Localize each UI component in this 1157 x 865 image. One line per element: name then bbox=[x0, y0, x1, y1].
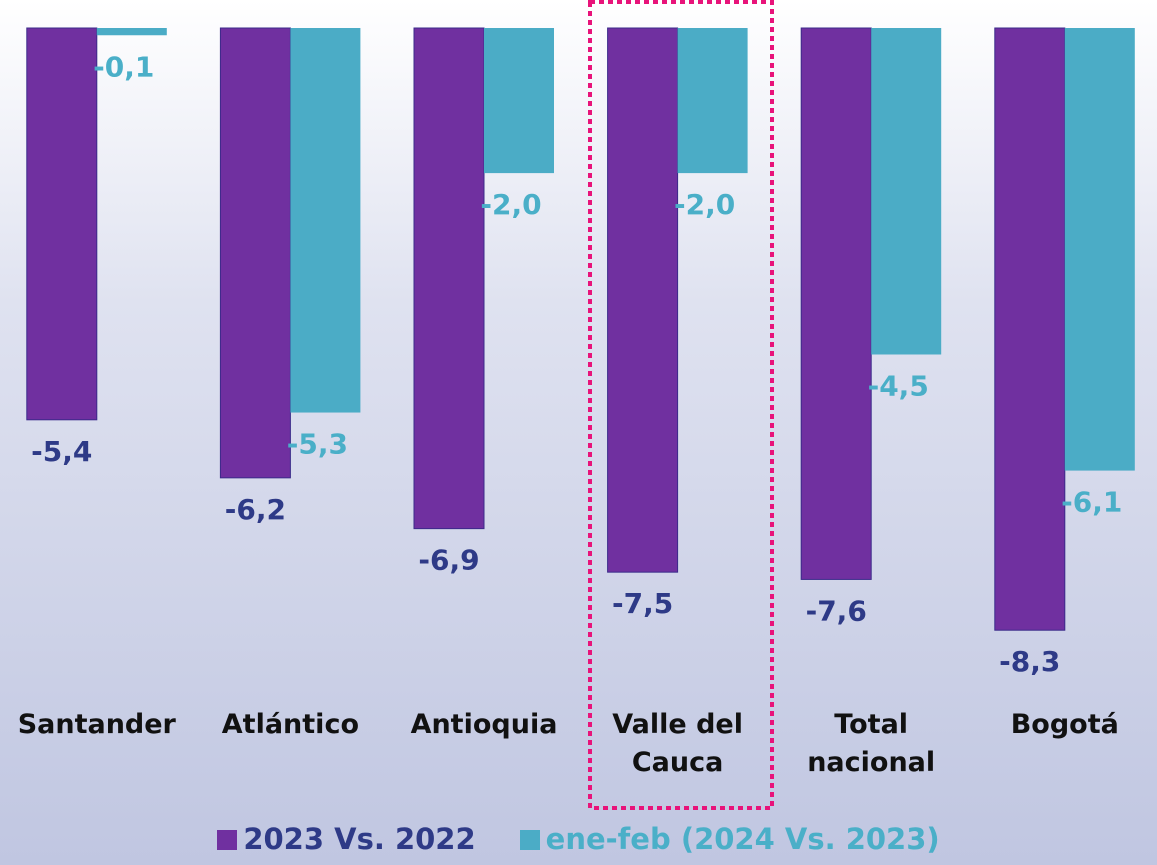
data-label: -7,5 bbox=[612, 587, 673, 620]
bar bbox=[1064, 28, 1135, 471]
bar bbox=[26, 27, 98, 421]
bar bbox=[290, 28, 361, 413]
bar bbox=[871, 28, 942, 355]
data-label: -2,0 bbox=[674, 188, 735, 221]
bar bbox=[800, 27, 872, 580]
legend-label: 2023 Vs. 2022 bbox=[243, 822, 476, 856]
x-tick-label: Total nacional bbox=[807, 709, 936, 778]
bar bbox=[677, 28, 748, 174]
data-label: -6,2 bbox=[225, 493, 286, 526]
data-label: -7,6 bbox=[806, 594, 867, 627]
legend-swatch bbox=[519, 830, 540, 850]
x-tick-label: Bogotá bbox=[1010, 709, 1119, 740]
legend-swatch bbox=[217, 830, 238, 850]
data-label: -8,3 bbox=[999, 645, 1060, 678]
data-label: -0,1 bbox=[93, 50, 154, 83]
data-label: -2,0 bbox=[480, 188, 541, 221]
highlight-box bbox=[588, 0, 774, 810]
data-label: -5,3 bbox=[287, 428, 348, 461]
x-tick-label: Antioquia bbox=[410, 709, 558, 740]
data-label: -5,4 bbox=[31, 435, 92, 468]
legend-item: ene-feb (2024 Vs. 2023) bbox=[519, 822, 940, 856]
bar bbox=[484, 28, 554, 174]
data-label: -4,5 bbox=[868, 370, 929, 403]
legend-label: ene-feb (2024 Vs. 2023) bbox=[545, 822, 940, 856]
x-tick-label: Valle del Cauca bbox=[612, 709, 743, 778]
x-tick-label: Santander bbox=[17, 709, 176, 740]
legend-item: 2023 Vs. 2022 bbox=[217, 822, 476, 856]
x-tick-label: Atlántico bbox=[221, 709, 359, 740]
bar bbox=[607, 27, 679, 573]
bar bbox=[413, 27, 485, 530]
legend: 2023 Vs. 2022 ene-feb (2024 Vs. 2023) bbox=[0, 822, 1157, 856]
bar bbox=[994, 27, 1066, 631]
data-label: -6,9 bbox=[418, 544, 479, 577]
bar bbox=[96, 28, 167, 36]
data-label: -6,1 bbox=[1061, 486, 1122, 519]
bar bbox=[219, 27, 291, 479]
